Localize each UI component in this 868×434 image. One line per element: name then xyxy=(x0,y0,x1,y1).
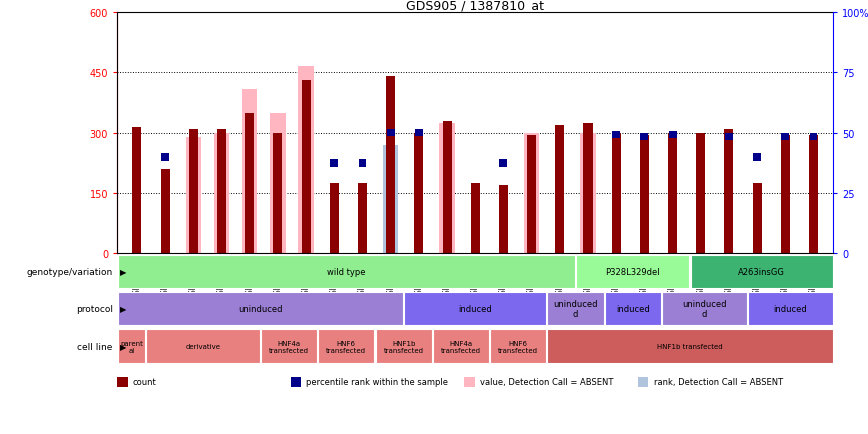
Bar xyxy=(612,134,621,254)
Text: ▶: ▶ xyxy=(120,305,126,313)
Bar xyxy=(319,329,374,363)
Text: HNF6
transfected: HNF6 transfected xyxy=(326,340,366,353)
Bar xyxy=(433,329,489,363)
Text: rank, Detection Call = ABSENT: rank, Detection Call = ABSENT xyxy=(654,378,783,386)
Bar xyxy=(439,123,455,254)
Bar xyxy=(490,329,546,363)
Text: HNF4a
transfected: HNF4a transfected xyxy=(269,340,309,353)
Text: ▶: ▶ xyxy=(120,342,126,351)
Bar xyxy=(725,129,733,254)
Text: protocol: protocol xyxy=(76,305,113,313)
Bar xyxy=(499,186,508,254)
Bar xyxy=(668,134,677,254)
Bar xyxy=(330,184,339,254)
Text: HNF1b
transfected: HNF1b transfected xyxy=(384,340,424,353)
Bar xyxy=(443,122,451,254)
Text: wild type: wild type xyxy=(327,267,365,276)
Bar xyxy=(270,113,286,254)
Text: percentile rank within the sample: percentile rank within the sample xyxy=(306,378,449,386)
Bar xyxy=(612,132,620,139)
Text: ▶: ▶ xyxy=(120,267,126,276)
Bar xyxy=(118,255,575,289)
Bar xyxy=(640,135,649,254)
Bar xyxy=(301,81,311,254)
Bar xyxy=(118,329,145,363)
Bar xyxy=(273,134,282,254)
Text: uninduced: uninduced xyxy=(238,305,283,313)
Bar xyxy=(696,134,706,254)
Text: A263insGG: A263insGG xyxy=(738,267,786,276)
Bar xyxy=(245,113,254,254)
Bar xyxy=(499,160,508,167)
Bar xyxy=(404,292,546,326)
Text: derivative: derivative xyxy=(186,343,220,349)
Bar xyxy=(147,329,260,363)
Bar xyxy=(548,329,832,363)
Bar xyxy=(383,145,398,254)
Bar xyxy=(299,67,314,254)
Text: parent
al: parent al xyxy=(120,340,143,353)
Bar xyxy=(214,134,229,254)
Bar xyxy=(470,184,480,254)
Bar xyxy=(810,134,818,141)
Bar xyxy=(161,170,169,254)
Bar xyxy=(527,135,536,254)
Bar xyxy=(524,134,539,254)
Bar xyxy=(781,135,790,254)
Bar xyxy=(242,89,258,254)
Bar xyxy=(753,184,761,254)
Text: uninduced
d: uninduced d xyxy=(553,299,598,319)
Text: induced: induced xyxy=(616,305,649,313)
Bar xyxy=(583,123,593,254)
Bar xyxy=(161,154,169,161)
Bar xyxy=(217,129,226,254)
Bar xyxy=(133,128,141,254)
Bar xyxy=(662,292,746,326)
Bar xyxy=(725,134,733,141)
Bar xyxy=(605,292,661,326)
Text: P328L329del: P328L329del xyxy=(606,267,660,276)
Bar xyxy=(386,77,395,254)
Bar xyxy=(189,129,198,254)
Text: HNF6
transfected: HNF6 transfected xyxy=(498,340,538,353)
Bar xyxy=(641,134,648,141)
Text: uninduced
d: uninduced d xyxy=(682,299,727,319)
Text: cell line: cell line xyxy=(77,342,113,351)
Bar xyxy=(668,132,676,139)
Title: GDS905 / 1387810_at: GDS905 / 1387810_at xyxy=(406,0,544,12)
Text: count: count xyxy=(133,378,156,386)
Text: genotype/variation: genotype/variation xyxy=(27,267,113,276)
Bar xyxy=(753,154,761,161)
Bar xyxy=(414,134,424,254)
Bar xyxy=(358,184,367,254)
Text: value, Detection Call = ABSENT: value, Detection Call = ABSENT xyxy=(480,378,614,386)
Text: induced: induced xyxy=(458,305,492,313)
Bar xyxy=(809,135,818,254)
Bar xyxy=(387,130,395,137)
Bar xyxy=(331,160,339,167)
Bar xyxy=(415,130,423,137)
Text: HNF4a
transfected: HNF4a transfected xyxy=(441,340,481,353)
Bar xyxy=(691,255,832,289)
Bar xyxy=(748,292,832,326)
Bar xyxy=(186,138,201,254)
Bar xyxy=(556,125,564,254)
Bar xyxy=(376,329,431,363)
Bar xyxy=(576,255,689,289)
Bar xyxy=(118,292,403,326)
Bar xyxy=(261,329,317,363)
Text: induced: induced xyxy=(773,305,807,313)
Bar xyxy=(548,292,603,326)
Text: HNF1b transfected: HNF1b transfected xyxy=(657,343,723,349)
Bar xyxy=(781,134,789,141)
Bar xyxy=(358,160,366,167)
Bar xyxy=(580,134,595,254)
